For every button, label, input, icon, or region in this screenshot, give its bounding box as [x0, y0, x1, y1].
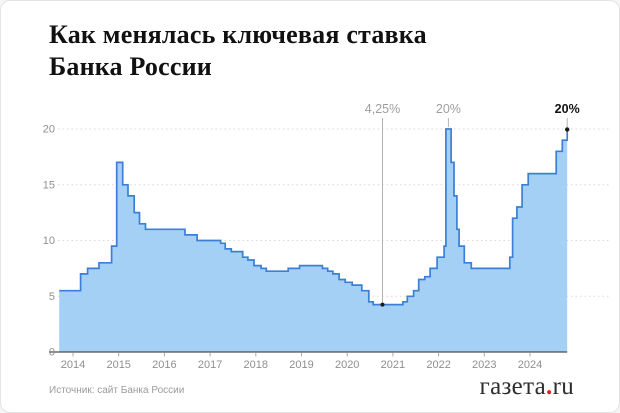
- x-axis-label-2019: 2019: [289, 359, 313, 371]
- x-axis-label-2015: 2015: [106, 359, 130, 371]
- logo-word: газета: [479, 373, 546, 400]
- x-axis-label-2016: 2016: [152, 359, 176, 371]
- rate-area-fill: [59, 129, 568, 352]
- annotation-label-1: 20%: [436, 102, 461, 116]
- x-axis-label-2020: 2020: [335, 359, 359, 371]
- x-axis-label-2021: 2021: [381, 359, 405, 371]
- y-axis-label-20: 20: [43, 124, 55, 136]
- x-axis-label-2017: 2017: [198, 359, 222, 371]
- x-axis-label-2023: 2023: [472, 359, 496, 371]
- x-axis-label-2024: 2024: [518, 359, 542, 371]
- logo-red-dot-icon: .: [546, 373, 553, 400]
- x-axis-label-2014: 2014: [61, 359, 85, 371]
- annotation-dot-2: [565, 127, 570, 132]
- y-axis-label-10: 10: [43, 235, 55, 247]
- x-axis-label-2018: 2018: [244, 359, 268, 371]
- annotation-dot-0: [380, 302, 385, 307]
- y-axis-label-0: 0: [49, 347, 55, 359]
- annotation-label-0: 4,25%: [365, 102, 400, 116]
- y-axis-label-15: 15: [43, 179, 55, 191]
- x-axis-label-2022: 2022: [426, 359, 450, 371]
- gazeta-ru-logo: газета.ru: [480, 373, 574, 401]
- source-note: Источник: сайт Банка России: [49, 385, 185, 396]
- rate-step-line: [59, 128, 569, 306]
- y-axis-label-5: 5: [49, 291, 55, 303]
- annotation-label-2: 20%: [555, 102, 580, 116]
- page-title: Как менялась ключевая ставка Банка Росси…: [49, 20, 427, 81]
- logo-tld: ru: [552, 373, 574, 400]
